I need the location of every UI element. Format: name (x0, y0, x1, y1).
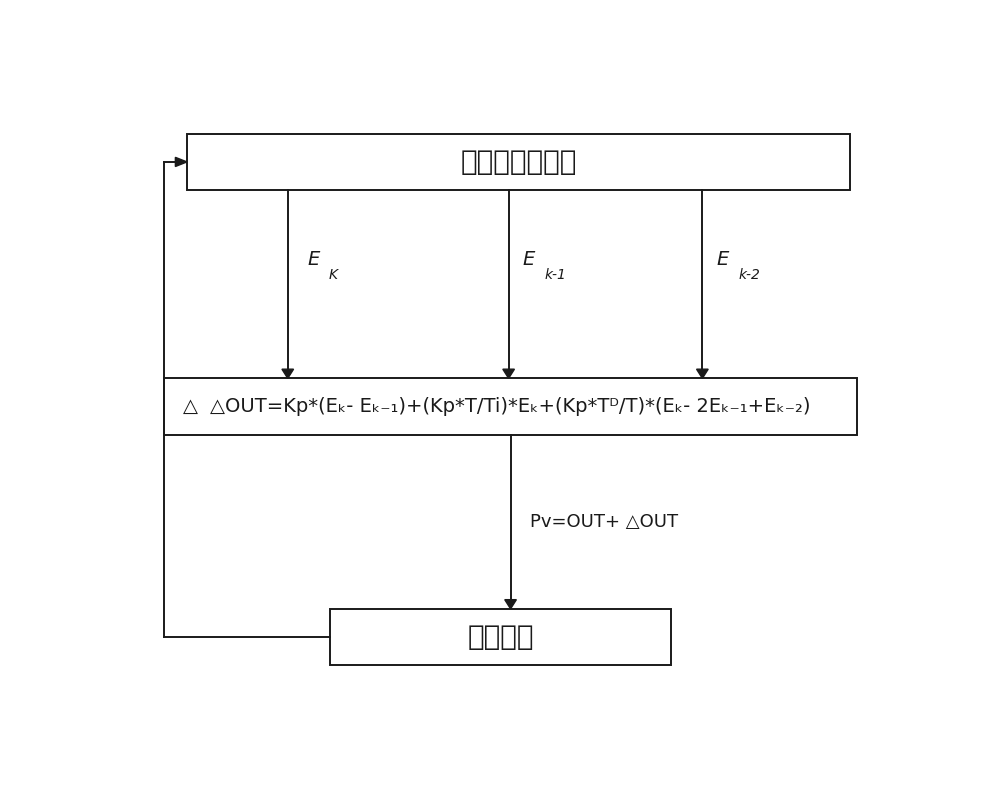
Bar (330, 609, 671, 665)
Text: E: E (307, 250, 320, 269)
Bar (164, 379, 857, 434)
Text: k-1: k-1 (544, 268, 566, 282)
Text: △OUT=Kp*(Eₖ- Eₖ₋₁)+(Kp*T/Ti)*Eₖ+(Kp*Tᴰ/T)*(Eₖ- 2Eₖ₋₁+Eₖ₋₂): △OUT=Kp*(Eₖ- Eₖ₋₁)+(Kp*T/Ti)*Eₖ+(Kp*Tᴰ/T… (210, 397, 811, 416)
Bar (187, 134, 850, 190)
Text: k-2: k-2 (738, 268, 760, 282)
Text: 各采样点流量值: 各采样点流量值 (460, 148, 576, 176)
Text: 阀门开度: 阀门开度 (468, 623, 534, 651)
Text: E: E (716, 250, 729, 269)
Polygon shape (175, 157, 187, 167)
Polygon shape (503, 369, 514, 379)
Polygon shape (697, 369, 708, 379)
Text: K: K (329, 268, 338, 282)
Text: E: E (523, 250, 535, 269)
Polygon shape (282, 369, 294, 379)
Text: △: △ (183, 397, 198, 416)
Polygon shape (505, 599, 516, 609)
Text: Pv=OUT+ △OUT: Pv=OUT+ △OUT (530, 513, 678, 530)
